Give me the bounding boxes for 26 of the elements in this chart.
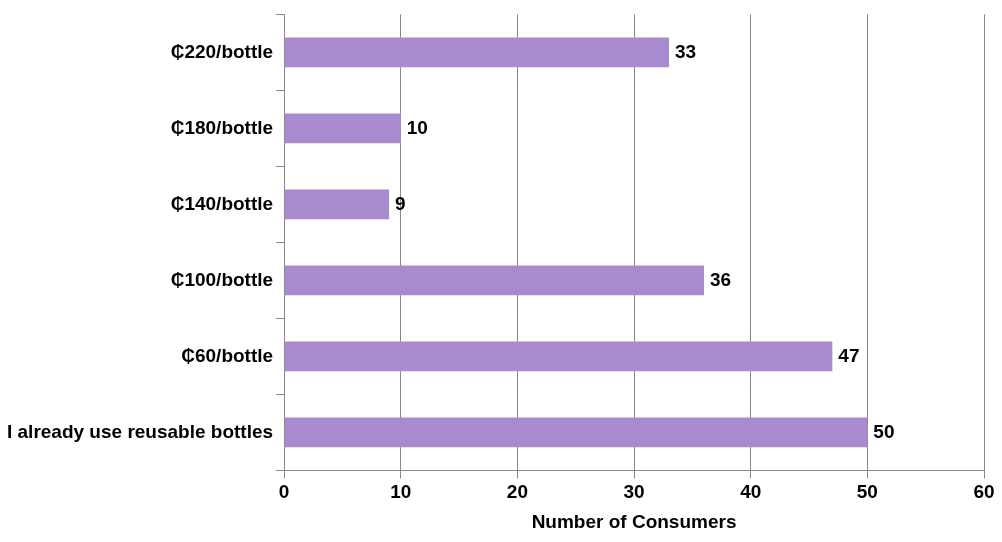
y-tick-label: ₵100/bottle [170, 268, 274, 290]
data-label: 50 [873, 420, 895, 442]
x-axis-title: Number of Consumers [531, 510, 737, 532]
bar [284, 265, 705, 296]
y-tick-label: ₵220/bottle [170, 40, 274, 62]
y-tick-label: ₵180/bottle [170, 116, 274, 138]
data-label: 47 [838, 344, 860, 366]
bar [284, 341, 833, 372]
x-tick-label: 0 [278, 481, 290, 503]
data-label: 36 [710, 268, 732, 290]
x-tick-label: 20 [506, 481, 528, 503]
bar [284, 113, 401, 144]
data-label: 10 [406, 116, 428, 138]
data-label: 33 [675, 40, 697, 62]
y-tick-label: I already use reusable bottles [6, 420, 274, 442]
x-tick-label: 30 [623, 481, 645, 503]
x-tick-label: 10 [390, 481, 412, 503]
y-tick-label: ₵60/bottle [181, 344, 274, 366]
bar [284, 37, 670, 68]
x-tick-label: 60 [973, 481, 995, 503]
x-tick-label: 50 [856, 481, 878, 503]
data-label: 9 [395, 192, 406, 214]
x-tick-label: 40 [740, 481, 762, 503]
y-tick-label: ₵140/bottle [170, 192, 274, 214]
bar [284, 189, 390, 220]
bar [284, 417, 868, 448]
